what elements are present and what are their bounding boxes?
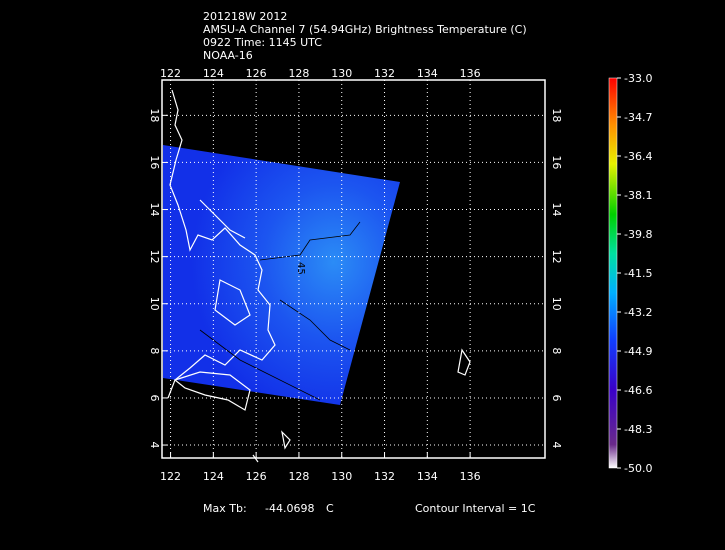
colorbar-label: -44.9 — [624, 345, 652, 358]
header-line: 201218W 2012 — [203, 10, 287, 23]
footer: Max Tb: -44.0698 C Contour Interval = 1C — [203, 502, 536, 515]
footer-label: Max Tb: — [203, 502, 247, 515]
footer-unit: C — [326, 502, 334, 515]
y-tick-label: 12 — [550, 250, 563, 264]
colorbar-label: -46.6 — [624, 384, 652, 397]
grid: 1221221241241261261281281301301321321341… — [148, 67, 563, 483]
y-tick-label: 18 — [550, 108, 563, 122]
x-tick-label: 124 — [203, 67, 224, 80]
x-tick-label: 136 — [460, 67, 481, 80]
y-tick-label: 10 — [550, 297, 563, 311]
x-tick-label: 128 — [288, 67, 309, 80]
header-line: AMSU-A Channel 7 (54.94GHz) Brightness T… — [203, 23, 527, 36]
colorbar-label: -50.0 — [624, 462, 652, 475]
x-tick-label: 134 — [417, 470, 438, 483]
header: 201218W 2012 AMSU-A Channel 7 (54.94GHz)… — [203, 10, 527, 62]
colorbar-label: -33.0 — [624, 72, 652, 85]
x-tick-label: 128 — [288, 470, 309, 483]
footer-value: -44.0698 — [265, 502, 314, 515]
x-tick-label: 132 — [374, 67, 395, 80]
header-line: 0922 Time: 1145 UTC — [203, 36, 322, 49]
x-tick-label: 126 — [246, 470, 267, 483]
swath — [163, 145, 400, 405]
x-tick-label: 124 — [203, 470, 224, 483]
colorbar-label: -39.8 — [624, 228, 652, 241]
y-tick-label: 14 — [550, 203, 563, 217]
colorbar-label: -41.5 — [624, 267, 652, 280]
y-tick-label: 8 — [550, 347, 563, 354]
x-tick-label: 130 — [331, 470, 352, 483]
header-line: NOAA-16 — [203, 49, 253, 62]
x-tick-label: 136 — [460, 470, 481, 483]
map-frame — [161, 79, 546, 459]
y-tick-label: 16 — [550, 155, 563, 169]
colorbar — [608, 77, 618, 469]
y-tick-label: 6 — [550, 394, 563, 401]
colorbar-ticks: -33.0 -34.7 -36.4 -38.1 -39.8 -41.5 -43.2 -44.9… — [617, 72, 652, 475]
contour-label: 45 — [295, 262, 306, 275]
y-tick-label: 8 — [148, 347, 161, 354]
colorbar-label: -43.2 — [624, 306, 652, 319]
colorbar-label: -34.7 — [624, 111, 652, 124]
x-tick-label: 122 — [160, 470, 181, 483]
y-tick-label: 14 — [148, 203, 161, 217]
x-tick-label: 122 — [160, 67, 181, 80]
y-tick-label: 10 — [148, 297, 161, 311]
x-tick-label: 134 — [417, 67, 438, 80]
y-tick-label: 18 — [148, 108, 161, 122]
colorbar-label: -38.1 — [624, 189, 652, 202]
y-tick-label: 4 — [148, 442, 161, 449]
x-tick-label: 130 — [331, 67, 352, 80]
y-tick-label: 6 — [148, 394, 161, 401]
x-tick-label: 132 — [374, 470, 395, 483]
y-tick-label: 4 — [550, 442, 563, 449]
colorbar-label: -48.3 — [624, 423, 652, 436]
y-tick-label: 16 — [148, 155, 161, 169]
colorbar-label: -36.4 — [624, 150, 652, 163]
x-tick-label: 126 — [246, 67, 267, 80]
y-tick-label: 12 — [148, 250, 161, 264]
footer-contour: Contour Interval = 1C — [415, 502, 536, 515]
